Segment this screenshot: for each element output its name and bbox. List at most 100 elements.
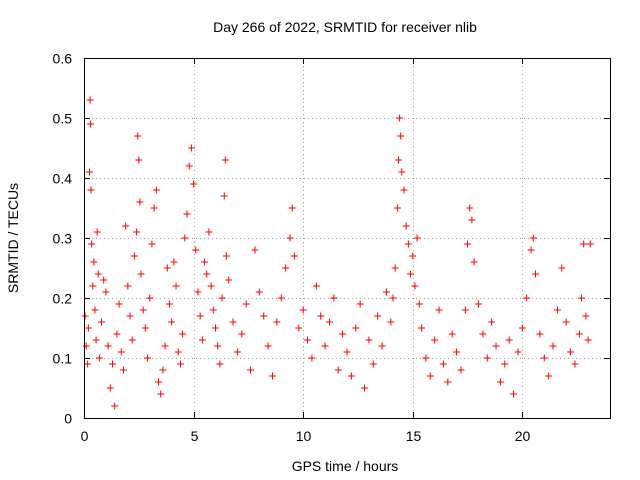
- data-point: [196, 312, 204, 320]
- data-point: [586, 240, 594, 248]
- data-point: [81, 312, 89, 320]
- data-point: [165, 300, 173, 308]
- data-point: [571, 360, 579, 368]
- data-point: [260, 312, 268, 320]
- data-point: [435, 306, 443, 314]
- data-point: [124, 282, 132, 290]
- data-point: [168, 318, 176, 326]
- data-point: [139, 306, 147, 314]
- y-tick-label: 0.3: [53, 231, 73, 247]
- data-point: [144, 354, 152, 362]
- data-point: [146, 294, 154, 302]
- data-point: [87, 120, 95, 128]
- data-point: [185, 162, 193, 170]
- data-point: [174, 348, 182, 356]
- data-point: [415, 300, 423, 308]
- data-point: [391, 264, 399, 272]
- data-point: [205, 228, 213, 236]
- data-point: [400, 186, 408, 194]
- data-point: [304, 336, 312, 344]
- data-point: [113, 330, 121, 338]
- data-point: [148, 240, 156, 248]
- data-point: [286, 234, 294, 242]
- data-point: [119, 366, 127, 374]
- data-point: [397, 132, 405, 140]
- y-tick-label: 0.5: [53, 111, 73, 127]
- data-point: [496, 378, 504, 386]
- data-point: [356, 300, 364, 308]
- data-point: [104, 342, 112, 350]
- data-point: [89, 282, 97, 290]
- data-point: [330, 294, 338, 302]
- data-point: [115, 300, 123, 308]
- data-point: [365, 336, 373, 344]
- data-point: [134, 132, 142, 140]
- data-point: [268, 372, 276, 380]
- data-point: [135, 156, 143, 164]
- data-point: [187, 144, 195, 152]
- data-point: [255, 288, 263, 296]
- data-point: [133, 228, 141, 236]
- data-point: [558, 264, 566, 272]
- data-point: [194, 288, 202, 296]
- data-point: [91, 306, 99, 314]
- data-point: [220, 192, 228, 200]
- data-point: [209, 306, 217, 314]
- data-point: [100, 276, 108, 284]
- data-point: [85, 168, 93, 176]
- data-point: [84, 324, 92, 332]
- data-point: [439, 360, 447, 368]
- data-point: [393, 204, 401, 212]
- data-point: [470, 258, 478, 266]
- data-point: [578, 294, 586, 302]
- data-point: [190, 180, 198, 188]
- data-point: [299, 306, 307, 314]
- data-point: [295, 324, 303, 332]
- data-point: [150, 204, 158, 212]
- data-point: [339, 330, 347, 338]
- data-point: [431, 336, 439, 344]
- data-point: [229, 318, 237, 326]
- data-point: [161, 342, 169, 350]
- data-point: [98, 318, 106, 326]
- data-point: [582, 312, 590, 320]
- data-point: [444, 378, 452, 386]
- axes-layer: 0 0.1 0.2 0.3 0.4 0.5 0.6 0 5 10 15 20: [53, 51, 610, 444]
- grid-layer: [84, 58, 610, 418]
- data-point: [157, 390, 165, 398]
- data-point: [479, 330, 487, 338]
- data-point: [426, 372, 434, 380]
- data-point: [273, 318, 281, 326]
- data-point: [575, 330, 583, 338]
- data-point: [418, 324, 426, 332]
- data-point: [88, 240, 96, 248]
- data-point: [387, 318, 395, 326]
- data-point: [218, 294, 226, 302]
- data-point: [201, 258, 209, 266]
- data-point: [501, 360, 509, 368]
- data-point: [95, 354, 103, 362]
- data-point: [282, 264, 290, 272]
- y-tick-label: 0.4: [53, 171, 73, 187]
- data-point: [117, 348, 125, 356]
- data-point: [288, 204, 296, 212]
- data-point: [86, 96, 94, 104]
- x-axis-label: GPS time / hours: [292, 458, 399, 474]
- data-point: [290, 252, 298, 260]
- data-point: [155, 378, 163, 386]
- data-point: [214, 342, 222, 350]
- data-point: [505, 336, 513, 344]
- data-point: [179, 330, 187, 338]
- data-point: [183, 210, 191, 218]
- x-tick-label: 0: [81, 428, 89, 444]
- data-point: [136, 198, 144, 206]
- data-point: [94, 270, 102, 278]
- data-point: [130, 252, 138, 260]
- data-point: [409, 252, 417, 260]
- data-point: [510, 390, 518, 398]
- data-point: [152, 186, 160, 194]
- data-point: [108, 360, 116, 368]
- points-layer: [81, 96, 594, 410]
- data-point: [584, 336, 592, 344]
